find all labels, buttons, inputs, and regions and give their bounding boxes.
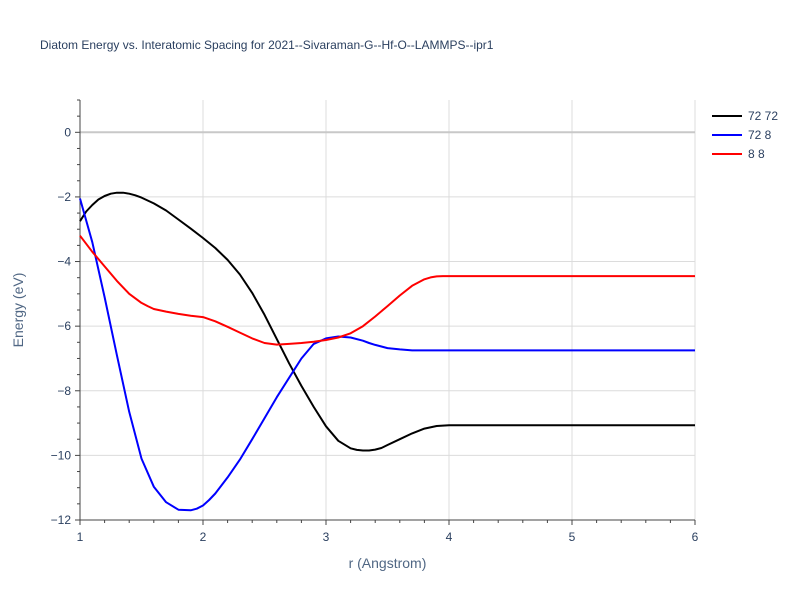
y-tick-label: −12	[51, 513, 72, 527]
series-line-2	[79, 198, 695, 512]
y-tick-label: −10	[51, 448, 72, 462]
x-tick-label: 6	[692, 530, 699, 544]
x-tick-label: 4	[446, 530, 453, 544]
x-tick-label: 5	[569, 530, 576, 544]
y-tick-label: −8	[57, 384, 71, 398]
x-tick-label: 2	[200, 530, 207, 544]
legend-swatch	[712, 133, 742, 136]
y-tick-label: −4	[57, 255, 71, 269]
x-axis-title: r (Angstrom)	[349, 555, 427, 571]
grid-lines	[80, 100, 696, 521]
legend-label: 8 8	[748, 146, 765, 161]
legend-swatch	[712, 114, 742, 117]
tick-labels: 1 2 3 4 5 6 −12 −10 −8 −6 −4 −2 0	[51, 125, 699, 544]
y-tick-label: −2	[57, 190, 71, 204]
legend: 72 72 72 8 8 8	[712, 106, 778, 163]
x-tick-label: 3	[323, 530, 330, 544]
legend-label: 72 72	[748, 108, 779, 123]
legend-item-3[interactable]: 8 8	[712, 144, 778, 163]
y-tick-label: −6	[57, 319, 71, 333]
y-tick-label: 0	[64, 125, 71, 139]
series-line-3	[79, 235, 695, 346]
series-line-1	[79, 191, 695, 452]
legend-label: 72 8	[748, 127, 772, 142]
chart-title: Diatom Energy vs. Interatomic Spacing fo…	[40, 38, 494, 52]
legend-swatch	[712, 152, 742, 155]
series-lines	[79, 191, 695, 512]
y-axis-title: Energy (eV)	[10, 273, 26, 348]
axes	[75, 99, 696, 525]
legend-item-2[interactable]: 72 8	[712, 125, 778, 144]
legend-item-1[interactable]: 72 72	[712, 106, 778, 125]
x-tick-label: 1	[77, 530, 84, 544]
